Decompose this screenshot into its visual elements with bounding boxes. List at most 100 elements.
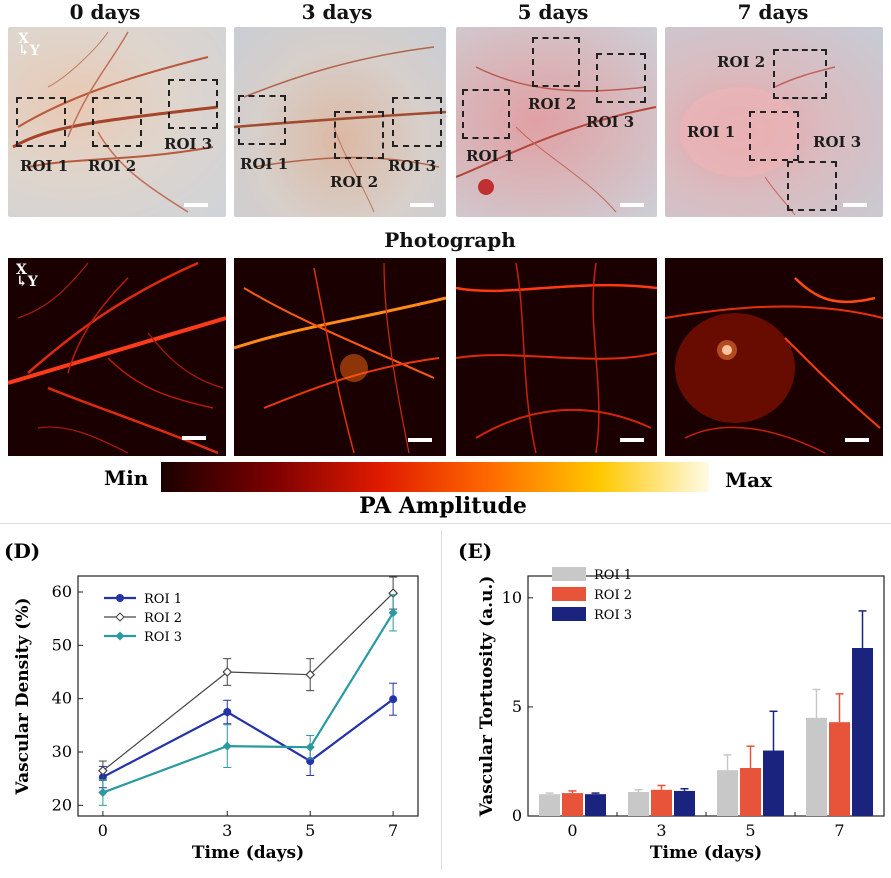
scale-bar (184, 203, 208, 207)
pa-vessel-map (234, 258, 446, 456)
data-point (388, 608, 398, 618)
pa-vessel-map (456, 258, 657, 456)
bar (628, 792, 649, 816)
roi-box (462, 89, 510, 139)
legend-swatch (552, 607, 586, 621)
bar (717, 770, 738, 816)
horizontal-divider (0, 523, 891, 524)
colorbar-min-label: Min (104, 466, 149, 490)
x-tick-label: 3 (222, 821, 232, 840)
legend-label: ROI 3 (594, 608, 632, 623)
legend-label: ROI 2 (144, 611, 182, 626)
photograph-label: Photograph (384, 228, 516, 252)
scale-bar (182, 436, 206, 440)
pa-vessel-map (665, 258, 883, 456)
data-point (389, 695, 398, 704)
roi-label: ROI 2 (88, 157, 137, 175)
photograph-day-0: X ↳Y ROI 1 ROI 2 ROI 3 (8, 27, 226, 217)
scale-bar (620, 203, 644, 207)
roi-label: ROI 1 (240, 155, 289, 173)
vessel-pattern (12, 31, 219, 213)
scale-bar (410, 203, 434, 207)
colorbar-gradient (161, 462, 709, 492)
x-tick-label: 7 (388, 821, 398, 840)
chart-vascular-density: (D) 0 3 5 7 20 30 40 50 60 Time (days) Vascular Den… (4, 539, 419, 863)
panel-label: (E) (458, 539, 492, 563)
bar (852, 648, 873, 816)
y-tick-label: 20 (52, 795, 72, 814)
legend-label: ROI 1 (144, 592, 182, 607)
roi-label: ROI 3 (586, 113, 635, 131)
x-tick-label: 7 (834, 821, 844, 840)
x-tick-label: 3 (656, 821, 666, 840)
legend-label: ROI 3 (144, 630, 182, 645)
legend-marker (115, 612, 125, 622)
roi-box (532, 37, 580, 87)
bar (562, 793, 583, 816)
vessel-pattern (680, 66, 836, 216)
roi-label: ROI 2 (717, 53, 766, 71)
roi-box (787, 161, 837, 211)
y-tick-label: 0 (512, 806, 522, 825)
data-point (305, 669, 316, 680)
scale-bar (845, 438, 869, 442)
bar (740, 768, 761, 816)
data-point (222, 741, 232, 751)
x-tick-label: 0 (98, 821, 108, 840)
data-point (222, 667, 233, 677)
axes-indicator-pa: X ↳Y (16, 262, 38, 290)
bar (829, 722, 850, 816)
roi-label: ROI 2 (330, 173, 379, 191)
day-label-3: 3 days (301, 0, 373, 24)
x-axis-label: Time (days) (192, 843, 304, 863)
series-line-roi-1 (102, 698, 394, 779)
roi-box (16, 97, 66, 147)
y-axis-label: Vascular Density (%) (13, 597, 33, 795)
roi-label: ROI 1 (466, 147, 515, 165)
plot-frame (77, 575, 419, 817)
day-label-0: 0 days (69, 0, 141, 24)
scale-bar (408, 438, 432, 442)
legend-marker (116, 594, 124, 602)
bar (539, 794, 560, 816)
roi-label: ROI 3 (164, 135, 213, 153)
roi-box (168, 79, 218, 129)
bar (651, 789, 672, 816)
scale-bar (843, 203, 867, 207)
x-tick-label: 5 (745, 821, 755, 840)
roi-label: ROI 3 (813, 133, 862, 151)
x-axis-label: Time (days) (650, 843, 762, 863)
series-line-roi-2 (102, 592, 394, 772)
roi-box (92, 97, 142, 147)
roi-label: ROI 3 (388, 157, 437, 175)
y-tick-label: 40 (52, 689, 72, 708)
vessel-pattern (456, 66, 657, 213)
photograph-day-5: ROI 1 ROI 2 ROI 3 (456, 27, 657, 217)
day-label-7: 7 days (737, 0, 809, 24)
legend-label: ROI 1 (594, 568, 632, 583)
scale-bar (620, 438, 644, 442)
y-tick-label: 60 (52, 582, 72, 601)
pa-vessel-map (8, 258, 226, 456)
colorbar-max-label: Max (725, 468, 773, 492)
pa-image-day-3 (234, 258, 446, 456)
photograph-day-7: ROI 2 ROI 1 ROI 3 (665, 27, 883, 217)
roi-label: ROI 2 (528, 95, 577, 113)
photograph-day-3: ROI 1 ROI 2 ROI 3 (234, 27, 446, 217)
roi-label: ROI 1 (687, 123, 736, 141)
roi-box (749, 111, 799, 161)
pa-image-day-5 (456, 258, 657, 456)
legend-swatch (552, 587, 586, 601)
axes-indicator-photo: X ↳Y (18, 31, 40, 59)
bar (806, 717, 827, 816)
pa-image-day-0: X ↳Y (8, 258, 226, 456)
roi-box (773, 49, 827, 99)
panel-label: (D) (4, 539, 40, 563)
pa-image-day-7 (665, 258, 883, 456)
series-line-roi-3 (102, 612, 395, 794)
chart-vascular-tortuosity: (E) 0 5 10 0 3 5 7 Time (days) Vascular Tortuosit… (458, 539, 885, 863)
y-tick-label: 50 (52, 635, 72, 654)
colorbar-title: PA Amplitude (359, 493, 527, 519)
data-point (223, 708, 232, 716)
y-tick-label: 10 (502, 588, 522, 607)
